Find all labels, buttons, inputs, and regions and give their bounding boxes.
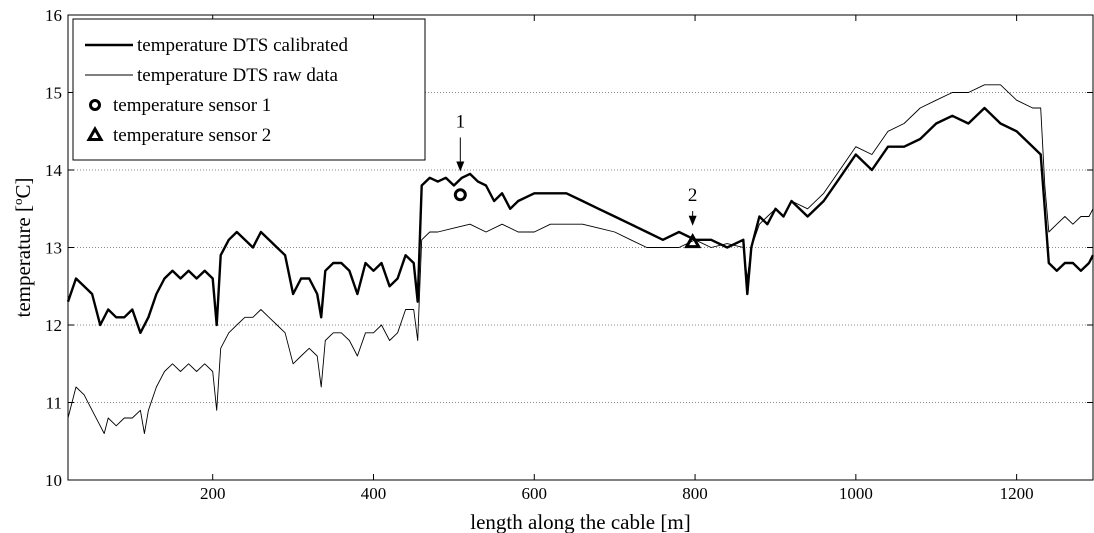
annotation-arrow-head-2 (688, 215, 697, 226)
x-tick-label: 1000 (839, 484, 873, 503)
legend-label-raw: temperature DTS raw data (137, 65, 339, 86)
legend-label-calibrated: temperature DTS calibrated (137, 35, 349, 56)
y-tick-label: 11 (46, 394, 62, 413)
series-lines (66, 84, 1094, 434)
y-tick-label: 10 (45, 471, 62, 490)
sensor-2-marker (684, 233, 702, 249)
legend-box (72, 18, 426, 161)
series-calibrated-line (66, 106, 1094, 334)
legend-swatch-sensor-2 (86, 125, 104, 141)
x-tick-label: 600 (522, 484, 548, 503)
annotation-arrow-head-1 (456, 161, 465, 172)
annotations: 12 (456, 111, 698, 226)
y-tick-label: 15 (45, 84, 62, 103)
x-tick-label: 1200 (1000, 484, 1034, 503)
legend: temperature DTS calibrated temperature D… (72, 18, 426, 161)
annotation-label-2: 2 (688, 185, 698, 206)
x-tick-label: 800 (682, 484, 708, 503)
legend-swatch-sensor-1 (89, 99, 101, 111)
legend-label-sensor-1: temperature sensor 1 (113, 95, 271, 116)
series-raw-line (67, 84, 1094, 434)
x-tick-label: 400 (361, 484, 387, 503)
y-tick-label: 16 (45, 6, 62, 25)
x-tick-label: 200 (200, 484, 226, 503)
legend-label-sensor-2: temperature sensor 2 (113, 125, 271, 146)
y-tick-label: 12 (45, 316, 62, 335)
y-axis-label: temperature [oC] (10, 177, 35, 317)
sensor-markers (453, 188, 702, 249)
y-tick-label: 13 (45, 239, 62, 258)
y-axis-label-superscript: o (10, 198, 25, 205)
sensor-1-marker (453, 188, 467, 202)
y-axis-label-end: C] (11, 177, 35, 198)
y-tick-label: 14 (45, 161, 63, 180)
y-axis-label-main: temperature [ (11, 205, 35, 318)
x-axis-label: length along the cable [m] (470, 510, 690, 533)
annotation-label-1: 1 (456, 111, 466, 132)
